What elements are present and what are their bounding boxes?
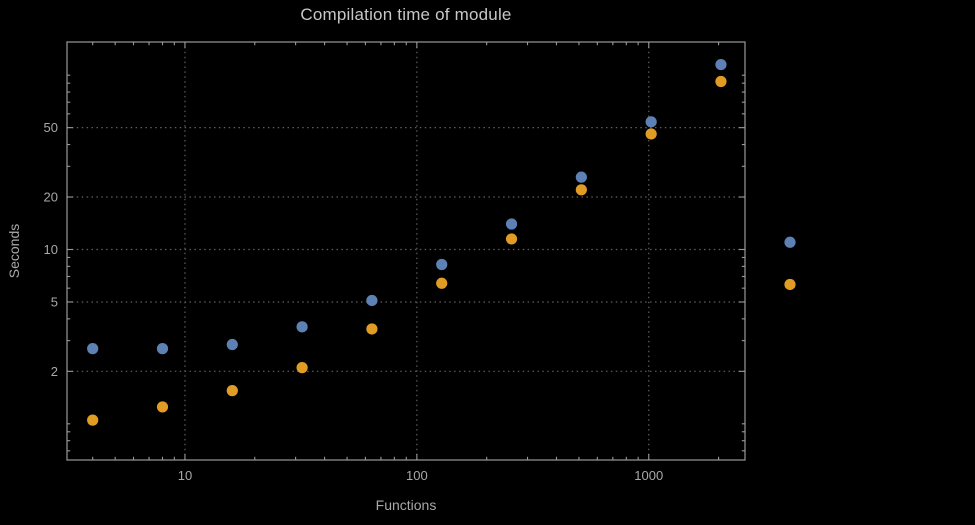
x-axis-label: Functions: [375, 497, 437, 513]
y-tick-label: 20: [44, 190, 58, 205]
blue-series-point: [226, 338, 238, 351]
orange-series-point: [436, 277, 448, 289]
blue-series-point: [505, 218, 518, 230]
orange-series-point: [226, 385, 238, 397]
x-tick-label: 10: [178, 468, 192, 483]
chart-title: Compilation time of module: [300, 5, 512, 24]
blue-series-point: [645, 116, 657, 128]
orange-series-point: [715, 75, 727, 88]
orange-series-point: [87, 414, 99, 426]
orange-series-point: [296, 362, 308, 374]
blue-series-point: [156, 343, 169, 355]
orange-series-point: [366, 323, 378, 335]
blue-series-point: [87, 343, 99, 355]
blue-series-point: [366, 294, 378, 307]
blue-series-point: [296, 321, 308, 333]
blue-series-marker: [784, 236, 796, 248]
blue-series-point: [436, 258, 448, 271]
y-tick-label: 2: [51, 364, 58, 379]
orange-series-point: [156, 401, 169, 413]
blue-series-point: [715, 58, 727, 71]
x-tick-label: 100: [406, 468, 428, 483]
x-tick-label: 1000: [634, 468, 663, 483]
plot-frame: [66, 41, 746, 461]
y-tick-label: 10: [44, 242, 58, 257]
y-tick-label: 5: [51, 294, 58, 309]
y-tick-label: 50: [44, 120, 58, 135]
orange-series-marker: [784, 278, 796, 291]
blue-series-point: [575, 171, 587, 183]
orange-series-point: [505, 233, 518, 245]
y-axis-label: Seconds: [6, 223, 22, 279]
orange-series-point: [645, 128, 657, 140]
orange-series-point: [575, 184, 587, 196]
